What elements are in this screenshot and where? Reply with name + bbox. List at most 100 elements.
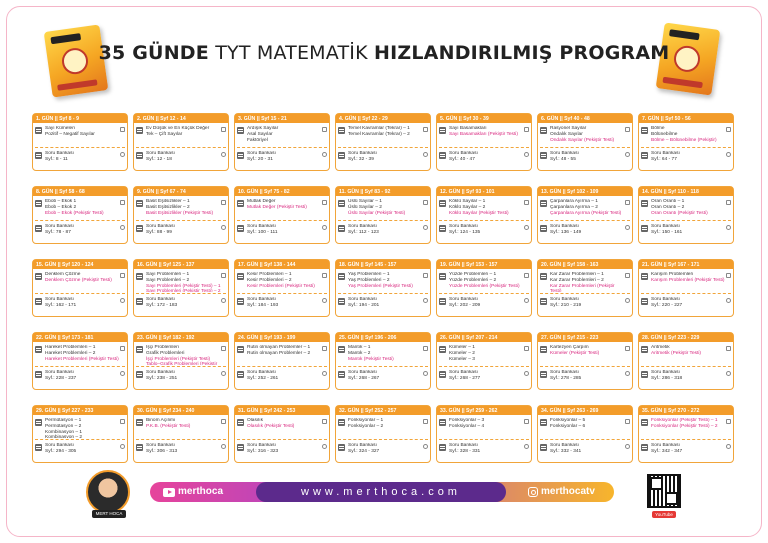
bank-checkbox[interactable]	[322, 444, 327, 449]
bank-checkbox[interactable]	[423, 225, 428, 230]
question-bank-row: Soru Bankası Syf.: 324 - 327	[338, 443, 428, 455]
topic-checkbox[interactable]	[221, 200, 226, 205]
bank-checkbox[interactable]	[322, 298, 327, 303]
bank-checkbox[interactable]	[625, 444, 630, 449]
topic-item: Karışım Problemleri	[651, 272, 694, 277]
bank-checkbox[interactable]	[625, 225, 630, 230]
bank-checkbox[interactable]	[221, 298, 226, 303]
day-card: 17. GÜN || Syf 138 - 144 Kesir Problemler…	[234, 259, 330, 317]
topic-checkbox[interactable]	[120, 419, 125, 424]
bank-checkbox[interactable]	[524, 152, 529, 157]
bank-checkbox[interactable]	[221, 371, 226, 376]
question-bank-pages: Syf.: 150 - 161	[651, 229, 683, 235]
day-card: 23. GÜN || Syf 182 - 192 İşçi Problemleri…	[133, 332, 229, 390]
bank-checkbox[interactable]	[726, 444, 731, 449]
bank-checkbox[interactable]	[120, 298, 125, 303]
topic-checkbox[interactable]	[221, 346, 226, 351]
topic-checkbox[interactable]	[524, 419, 529, 424]
topic-checkbox[interactable]	[221, 273, 226, 278]
bank-checkbox[interactable]	[625, 152, 630, 157]
question-bank-label: Soru Bankası	[146, 370, 175, 375]
bank-checkbox[interactable]	[423, 444, 428, 449]
bank-checkbox[interactable]	[120, 371, 125, 376]
bank-checkbox[interactable]	[524, 225, 529, 230]
bank-checkbox[interactable]	[120, 152, 125, 157]
bank-checkbox[interactable]	[625, 298, 630, 303]
topic-checkbox[interactable]	[625, 346, 630, 351]
topic-checkbox[interactable]	[524, 346, 529, 351]
topic-checkbox[interactable]	[322, 200, 327, 205]
topic-checkbox[interactable]	[322, 273, 327, 278]
practice-test-item: Denklem Çözme (Pekiştir Testi)	[45, 277, 112, 283]
topic-checkbox[interactable]	[524, 273, 529, 278]
bank-checkbox[interactable]	[524, 371, 529, 376]
question-bank-text: Soru Bankası Syf.: 328 - 331	[449, 443, 524, 455]
book-icon	[237, 371, 244, 378]
topic-checkbox[interactable]	[221, 419, 226, 424]
bank-checkbox[interactable]	[524, 444, 529, 449]
topic-checkbox[interactable]	[322, 419, 327, 424]
topic-checkbox[interactable]	[625, 127, 630, 132]
topic-checkbox[interactable]	[726, 346, 731, 351]
topic-checkbox[interactable]	[221, 127, 226, 132]
topic-checkbox[interactable]	[726, 127, 731, 132]
bank-checkbox[interactable]	[221, 225, 226, 230]
bank-checkbox[interactable]	[221, 444, 226, 449]
topic-checkbox[interactable]	[726, 419, 731, 424]
topic-checkbox[interactable]	[120, 200, 125, 205]
youtube-link[interactable]: merthoca	[155, 484, 231, 500]
topic-row: Fonksiyonlar – 1 Fonksiyonlar – 2	[338, 418, 428, 439]
bank-checkbox[interactable]	[423, 371, 428, 376]
topic-checkbox[interactable]	[120, 127, 125, 132]
topic-checkbox[interactable]	[524, 200, 529, 205]
book-icon	[540, 346, 547, 353]
topic-checkbox[interactable]	[726, 273, 731, 278]
bank-checkbox[interactable]	[726, 225, 731, 230]
topic-list: Rutin olmayan Problemler – 1 Rutin olmaya…	[247, 345, 322, 357]
bank-checkbox[interactable]	[120, 225, 125, 230]
topic-checkbox[interactable]	[322, 346, 327, 351]
bank-checkbox[interactable]	[322, 371, 327, 376]
bank-checkbox[interactable]	[423, 152, 428, 157]
website-link[interactable]: www.merthoca.com	[256, 482, 506, 502]
practice-test-item: Tablo–Grafik Problemleri (Pekiştir Testi…	[146, 362, 218, 365]
topic-checkbox[interactable]	[524, 127, 529, 132]
topic-checkbox[interactable]	[423, 419, 428, 424]
bank-checkbox[interactable]	[423, 298, 428, 303]
topic-checkbox[interactable]	[120, 346, 125, 351]
topic-item: Sayı Problemleri – 2	[146, 277, 190, 283]
avatar	[86, 470, 130, 514]
instagram-link[interactable]: merthocatv	[520, 484, 603, 500]
topic-checkbox[interactable]	[423, 273, 428, 278]
bank-checkbox[interactable]	[726, 298, 731, 303]
book-icon	[35, 346, 42, 353]
topic-checkbox[interactable]	[423, 127, 428, 132]
topic-checkbox[interactable]	[423, 200, 428, 205]
book-icon	[237, 273, 244, 280]
topic-item: Bölünebilme	[651, 131, 678, 137]
topic-checkbox[interactable]	[625, 419, 630, 424]
bank-checkbox[interactable]	[322, 225, 327, 230]
topic-checkbox[interactable]	[625, 200, 630, 205]
day-card: 11. GÜN || Syf 83 - 92 Üslü Sayılar – 1 Üs…	[335, 186, 431, 244]
topic-checkbox[interactable]	[423, 346, 428, 351]
topic-item: Sayı Basamakları	[449, 126, 487, 131]
topic-checkbox[interactable]	[726, 200, 731, 205]
bank-checkbox[interactable]	[524, 298, 529, 303]
topic-row: Sayı Problemleri – 1 Sayı Problemleri – 2…	[136, 272, 226, 293]
topic-checkbox[interactable]	[120, 273, 125, 278]
question-bank-row: Soru Bankası Syf.: 286 - 318	[641, 370, 731, 382]
qr-code[interactable]	[647, 474, 681, 508]
bank-checkbox[interactable]	[322, 152, 327, 157]
bank-checkbox[interactable]	[120, 444, 125, 449]
bank-checkbox[interactable]	[221, 152, 226, 157]
day-header: 8. GÜN || Syf 58 - 68	[33, 187, 127, 196]
topic-item: Binom Açılımı	[146, 418, 176, 423]
divider	[641, 293, 731, 294]
bank-checkbox[interactable]	[726, 371, 731, 376]
bank-checkbox[interactable]	[726, 152, 731, 157]
bank-checkbox[interactable]	[625, 371, 630, 376]
topic-checkbox[interactable]	[322, 127, 327, 132]
book-icon	[35, 298, 42, 305]
topic-checkbox[interactable]	[625, 273, 630, 278]
